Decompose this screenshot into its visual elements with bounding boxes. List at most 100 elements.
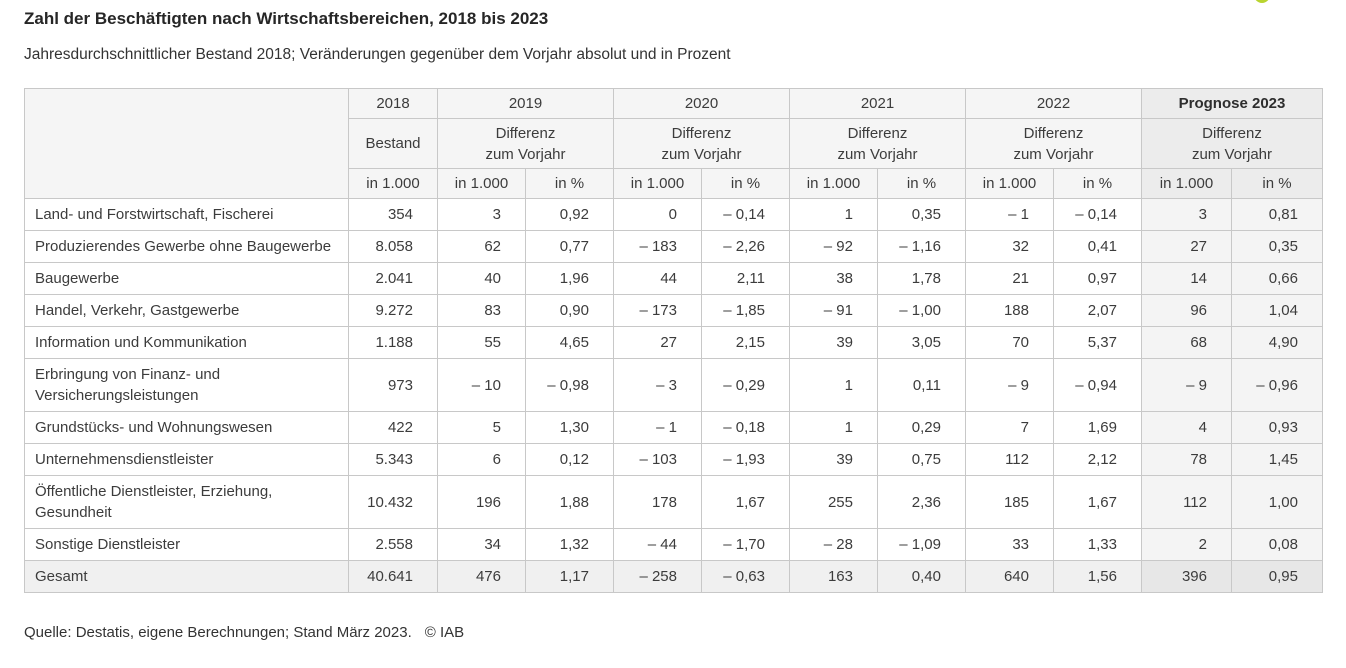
header-year-row: 2018 2019 2020 2021 2022 Prognose 2023 [24, 88, 1323, 199]
value-cell: – 1,00 [877, 294, 966, 327]
value-cell: – 0,29 [701, 358, 790, 412]
value-cell: 3 [437, 198, 526, 231]
value-cell: 7 [965, 411, 1054, 444]
header-unit-cell: in 1.000 [613, 168, 702, 199]
value-cell: 185 [965, 475, 1054, 529]
value-cell: 178 [613, 475, 702, 529]
copyright: © IAB [424, 624, 465, 641]
value-cell: 1,32 [525, 528, 614, 561]
value-cell: 14 [1141, 262, 1232, 295]
page-subtitle: Jahresdurchschnittlicher Bestand 2018; V… [24, 46, 731, 63]
value-cell: 255 [789, 475, 878, 529]
header-subtitle-0: Bestand [348, 118, 438, 169]
header-subtitle-2: Differenz zum Vorjahr [613, 118, 790, 169]
value-cell: – 1,85 [701, 294, 790, 327]
value-cell: 32 [965, 230, 1054, 263]
value-cell: 38 [789, 262, 878, 295]
header-corner-cell [24, 88, 349, 199]
value-cell: 78 [1141, 443, 1232, 476]
value-cell: 2,36 [877, 475, 966, 529]
value-cell: 40.641 [348, 560, 438, 593]
value-cell: 354 [348, 198, 438, 231]
value-cell: 163 [789, 560, 878, 593]
value-cell: 83 [437, 294, 526, 327]
header-subtitle-3: Differenz zum Vorjahr [789, 118, 966, 169]
value-cell: – 9 [965, 358, 1054, 412]
value-cell: 0,41 [1053, 230, 1142, 263]
page: Zahl der Beschäftigten nach Wirtschaftsb… [24, 9, 1323, 641]
header-year-2018: 2018 [348, 88, 438, 119]
table-row: Grundstücks- und Wohnungswesen 422 5 1,30– … [24, 411, 1323, 444]
value-cell: 0,12 [525, 443, 614, 476]
value-cell: 1,69 [1053, 411, 1142, 444]
row-label: Gesamt [24, 560, 349, 593]
row-label: Land- und Forstwirtschaft, Fischerei [24, 198, 349, 231]
value-cell: 5,37 [1053, 326, 1142, 359]
value-cell: – 92 [789, 230, 878, 263]
value-cell: 396 [1141, 560, 1232, 593]
value-cell: 2,11 [701, 262, 790, 295]
table-row: Handel, Verkehr, Gastgewerbe 9.272 83 0,90–… [24, 294, 1323, 327]
value-cell: – 183 [613, 230, 702, 263]
value-cell: – 0,18 [701, 411, 790, 444]
value-cell: 2 [1141, 528, 1232, 561]
value-cell: 27 [1141, 230, 1232, 263]
value-cell: 0,40 [877, 560, 966, 593]
value-cell: 0,97 [1053, 262, 1142, 295]
value-cell: – 44 [613, 528, 702, 561]
value-cell: – 0,94 [1053, 358, 1142, 412]
row-label: Unternehmensdienstleister [24, 443, 349, 476]
value-cell: – 0,14 [701, 198, 790, 231]
header-unit-cell: in % [877, 168, 966, 199]
value-cell: – 2,26 [701, 230, 790, 263]
value-cell: – 0,96 [1231, 358, 1323, 412]
value-cell: 1,17 [525, 560, 614, 593]
value-cell: 0,35 [877, 198, 966, 231]
value-cell: 0,75 [877, 443, 966, 476]
value-cell: 4,90 [1231, 326, 1323, 359]
header-unit-cell: in % [525, 168, 614, 199]
row-label: Produzierendes Gewerbe ohne Baugewerbe [24, 230, 349, 263]
value-cell: 34 [437, 528, 526, 561]
header-year-2019: 2019 [437, 88, 614, 119]
value-cell: 0,90 [525, 294, 614, 327]
value-cell: 44 [613, 262, 702, 295]
value-cell: 3 [1141, 198, 1232, 231]
value-cell: – 3 [613, 358, 702, 412]
value-cell: 1,88 [525, 475, 614, 529]
header-unit-cell: in % [1053, 168, 1142, 199]
value-cell: – 10 [437, 358, 526, 412]
header-subtitle-row: Bestand Differenz zum Vorjahr Differenz zum … [25, 118, 1323, 169]
value-cell: 62 [437, 230, 526, 263]
value-cell: 0,11 [877, 358, 966, 412]
value-cell: 640 [965, 560, 1054, 593]
row-label: Sonstige Dienstleister [24, 528, 349, 561]
value-cell: 196 [437, 475, 526, 529]
value-cell: 4,65 [525, 326, 614, 359]
value-cell: – 0,14 [1053, 198, 1142, 231]
employment-table: 2018 2019 2020 2021 2022 Prognose 2023 Bestan… [24, 88, 1323, 593]
table-row: Information und Kommunikation 1.188 55 4,65… [24, 326, 1323, 359]
value-cell: – 1 [613, 411, 702, 444]
header-subtitle-5: Differenz zum Vorjahr [1141, 118, 1323, 169]
header-unit-cell: in 1.000 [437, 168, 526, 199]
table-row: Baugewerbe 2.041 40 1,96 44 2,11 38 1,78 21 0,97 1… [24, 262, 1323, 295]
value-cell: 422 [348, 411, 438, 444]
value-cell: 1,00 [1231, 475, 1323, 529]
header-unit-cell: in 1.000 [1141, 168, 1232, 199]
table-row: Erbringung von Finanz- und Versicherungs… [24, 358, 1323, 412]
value-cell: 8.058 [348, 230, 438, 263]
value-cell: 0,66 [1231, 262, 1323, 295]
value-cell: 68 [1141, 326, 1232, 359]
value-cell: – 9 [1141, 358, 1232, 412]
value-cell: 1 [789, 411, 878, 444]
value-cell: 6 [437, 443, 526, 476]
table-row: Öffentliche Dienstleister, Erziehung, Ge… [24, 475, 1323, 529]
value-cell: 1,33 [1053, 528, 1142, 561]
value-cell: 2,07 [1053, 294, 1142, 327]
iab-logo-dot [1254, 0, 1270, 3]
value-cell: 1 [789, 198, 878, 231]
value-cell: 1,67 [701, 475, 790, 529]
value-cell: 0,92 [525, 198, 614, 231]
value-cell: 2.041 [348, 262, 438, 295]
